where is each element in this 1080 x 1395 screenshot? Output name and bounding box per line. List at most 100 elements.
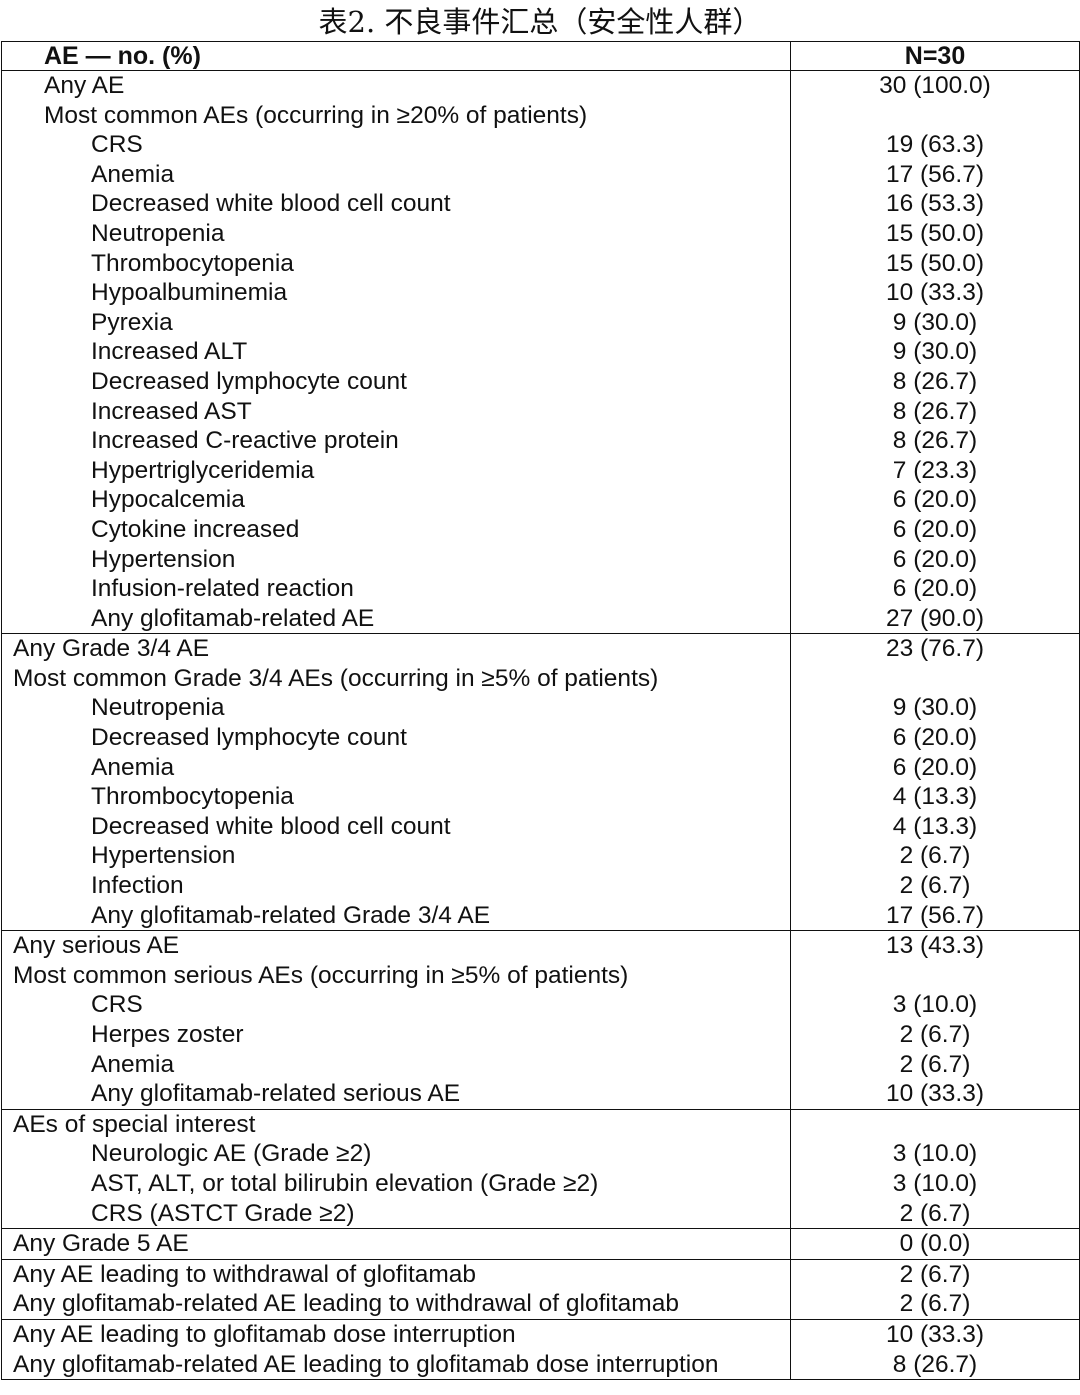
row-label: Most common serious AEs (occurring in ≥5…: [13, 961, 629, 989]
row-label: Pyrexia: [91, 308, 173, 336]
row-value: 3 (10.0): [892, 991, 978, 1019]
row-label: Increased ALT: [91, 338, 248, 366]
row-value: 10 (33.3): [885, 1080, 985, 1108]
label-cell: Any serious AE Most common serious AEs (o…: [1, 930, 791, 1110]
row-label: Any serious AE: [13, 932, 180, 960]
row-label: Any glofitamab-related AE leading to wit…: [13, 1290, 679, 1318]
row-label: Anemia: [91, 160, 175, 188]
table-title: 表2. 不良事件汇总（安全性人群）: [318, 5, 762, 39]
row-label: Thrombocytopenia: [91, 783, 294, 811]
row-value: 7 (23.3): [892, 456, 978, 484]
row-value: 6 (20.0): [892, 515, 978, 543]
row-label: Any glofitamab-related serious AE: [91, 1080, 461, 1108]
label-cell: Any Grade 5 AE: [1, 1228, 791, 1260]
row-value: 30 (100.0): [879, 72, 991, 99]
row-label: CRS: [91, 131, 143, 159]
row-value: 19 (63.3): [885, 131, 985, 159]
row-value: 2 (6.7): [899, 1290, 971, 1318]
row-value: 6 (20.0): [892, 575, 978, 603]
row-label: Decreased white blood cell count: [91, 190, 451, 218]
row-value: 2 (6.7): [899, 1260, 971, 1288]
row-value: 6 (20.0): [892, 486, 978, 514]
row-label: Neutropenia: [91, 219, 225, 247]
row-value: 0 (0.0): [899, 1230, 971, 1258]
row-label: Cytokine increased: [91, 515, 300, 543]
row-value: [791, 961, 1079, 991]
row-value: 10 (33.3): [885, 279, 985, 307]
section-special: AEs of special interest Neurologic AE (Gr…: [1, 1109, 1080, 1230]
label-cell: Any Grade 3/4 AE Most common Grade 3/4 AE…: [1, 633, 791, 932]
row-value: [791, 664, 1079, 694]
value-cell: 30 (100.0) 19 (63.3) 17 (56.7) 16 (53.3) 15 …: [790, 70, 1080, 635]
row-value: 17 (56.7): [885, 160, 985, 188]
row-label: Infection: [91, 872, 184, 900]
row-label: Hypertension: [91, 842, 236, 870]
row-label: Decreased lymphocyte count: [91, 724, 407, 752]
section-interruption: Any AE leading to glofitamab dose interr…: [1, 1319, 1080, 1381]
value-cell: 0 (0.0): [790, 1228, 1080, 1260]
row-label: Neurologic AE (Grade ≥2): [91, 1140, 372, 1168]
row-value: 8 (26.7): [892, 1350, 978, 1378]
row-label: Hypertension: [91, 545, 236, 573]
header-n-column: N=30: [790, 41, 1080, 71]
section-overall: Any AE Most common AEs (occurring in ≥20%…: [1, 70, 1080, 635]
value-cell: 23 (76.7) 9 (30.0) 6 (20.0) 6 (20.0) 4 (13.3…: [790, 633, 1080, 932]
row-label: AEs of special interest: [13, 1110, 256, 1138]
row-value: 9 (30.0): [892, 338, 978, 366]
row-value: 4 (13.3): [892, 783, 978, 811]
row-value: 6 (20.0): [892, 545, 978, 573]
table-row: Any AE leading to glofitamab dose interr…: [1, 1319, 1080, 1381]
row-value: 8 (26.7): [892, 367, 978, 395]
table-row: Any Grade 3/4 AE Most common Grade 3/4 AE…: [1, 633, 1080, 932]
label-cell: AEs of special interest Neurologic AE (Gr…: [1, 1109, 791, 1230]
row-value: 6 (20.0): [892, 753, 978, 781]
row-value: [791, 101, 1079, 131]
row-label: Any Grade 5 AE: [13, 1230, 189, 1258]
section-grade34: Any Grade 3/4 AE Most common Grade 3/4 AE…: [1, 633, 1080, 932]
row-value: 16 (53.3): [885, 190, 985, 218]
row-label: Infusion-related reaction: [91, 575, 354, 603]
row-label: Decreased lymphocyte count: [91, 367, 407, 395]
row-label: Increased AST: [91, 397, 252, 425]
row-label: Any AE leading to glofitamab dose interr…: [13, 1320, 516, 1348]
row-label: Hypoalbuminemia: [91, 279, 288, 307]
row-value: 8 (26.7): [892, 397, 978, 425]
row-label: Hypocalcemia: [91, 486, 245, 514]
value-cell: 3 (10.0) 3 (10.0) 2 (6.7): [790, 1109, 1080, 1230]
row-value: 15 (50.0): [885, 219, 985, 247]
row-label: AST, ALT, or total bilirubin elevation (…: [91, 1169, 599, 1197]
row-label: Herpes zoster: [91, 1021, 244, 1048]
row-value: 9 (30.0): [892, 308, 978, 336]
row-label: Neutropenia: [91, 694, 225, 722]
row-value: 6 (20.0): [892, 724, 978, 752]
table-row: Any AE Most common AEs (occurring in ≥20%…: [1, 70, 1080, 635]
ae-summary-table: AE — no. (%) N=30 Any AE Most common AEs …: [1, 41, 1080, 1381]
row-label: CRS (ASTCT Grade ≥2): [91, 1199, 355, 1227]
table-row: Any serious AE Most common serious AEs (o…: [1, 930, 1080, 1110]
row-label: Thrombocytopenia: [91, 249, 294, 277]
row-value: [791, 1110, 1079, 1140]
row-value: 13 (43.3): [885, 932, 985, 960]
row-label: Hypertriglyceridemia: [91, 456, 315, 484]
row-label: Any AE: [44, 72, 125, 99]
row-value: 10 (33.3): [885, 1320, 985, 1348]
header-ae-column: AE — no. (%): [1, 41, 791, 71]
value-cell: 2 (6.7) 2 (6.7): [790, 1259, 1080, 1320]
row-value: 8 (26.7): [892, 427, 978, 455]
label-cell: Any AE Most common AEs (occurring in ≥20%…: [1, 70, 791, 635]
table-row: Any AE leading to withdrawal of glofitam…: [1, 1259, 1080, 1320]
row-value: 2 (6.7): [899, 1199, 971, 1227]
row-label: Any AE leading to withdrawal of glofitam…: [13, 1260, 477, 1288]
table-row: AEs of special interest Neurologic AE (Gr…: [1, 1109, 1080, 1230]
row-value: 9 (30.0): [892, 694, 978, 722]
row-value: 4 (13.3): [892, 812, 978, 840]
value-cell: 13 (43.3) 3 (10.0) 2 (6.7) 2 (6.7) 10 (33.3): [790, 930, 1080, 1110]
row-label: Any glofitamab-related Grade 3/4 AE: [91, 901, 491, 929]
row-label: Anemia: [91, 1050, 175, 1078]
row-label: Most common Grade 3/4 AEs (occurring in …: [13, 664, 659, 692]
row-label: Any glofitamab-related AE: [91, 604, 375, 632]
label-cell: Any AE leading to glofitamab dose interr…: [1, 1319, 791, 1381]
row-label: Anemia: [91, 753, 175, 781]
section-withdrawal: Any AE leading to withdrawal of glofitam…: [1, 1259, 1080, 1320]
row-label: CRS: [91, 991, 143, 1019]
